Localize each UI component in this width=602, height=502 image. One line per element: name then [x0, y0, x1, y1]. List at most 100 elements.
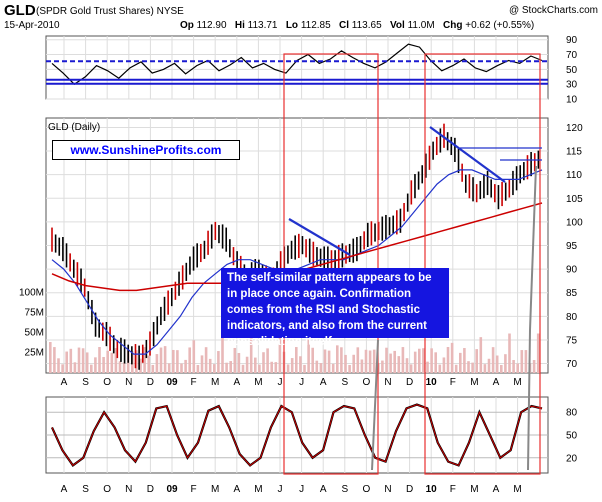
trendline-2009 — [288, 218, 351, 256]
volume-bar — [336, 345, 339, 373]
highlight-box-2 — [424, 53, 541, 475]
stochastic-month-label: N — [384, 484, 391, 495]
stochastic-month-label: 09 — [166, 484, 178, 495]
volume-tick-label: 100M — [19, 288, 44, 299]
volume-bar — [471, 362, 474, 373]
volume-bar — [102, 356, 105, 373]
volume-bar — [491, 347, 495, 373]
close-label: Cl — [339, 20, 350, 31]
stochastic-line — [51, 404, 543, 467]
volume-bar — [315, 360, 319, 373]
volume-bar — [237, 353, 241, 373]
volume-bar — [122, 362, 126, 373]
annotations — [46, 53, 548, 475]
volume-bar — [299, 356, 302, 373]
volume-bar — [213, 364, 216, 373]
chart-credit: @ StockCharts.com — [508, 5, 598, 16]
volume-bar — [532, 360, 536, 373]
price-tick-label: 115 — [566, 147, 582, 158]
volume-tick-label: 75M — [25, 308, 44, 319]
volume-bar — [483, 364, 487, 373]
price-month-label: O — [103, 377, 111, 388]
price-month-label: N — [125, 377, 132, 388]
price-tick-label: 70 — [566, 359, 578, 370]
stochastic-month-label: A — [320, 484, 327, 495]
volume-bar — [303, 364, 306, 373]
volume-bar — [364, 349, 368, 373]
volume-bar — [463, 348, 466, 373]
volume-tick-label: 25M — [25, 348, 44, 359]
volume-bar — [143, 347, 146, 373]
volume-bar — [225, 362, 228, 373]
volume-bar — [327, 350, 331, 373]
volume-bar — [434, 352, 437, 373]
volume-bar — [98, 347, 101, 373]
volume-bar — [81, 348, 85, 373]
volume-bar — [430, 348, 433, 373]
stochastic-month-label: F — [450, 484, 456, 495]
volume-bar — [290, 358, 294, 373]
price-tick-label: 75 — [566, 335, 578, 346]
price-month-label: 09 — [166, 377, 178, 388]
price-month-label: J — [278, 377, 283, 388]
volume-bar — [53, 347, 56, 373]
quote-line: Op 112.90 Hi 113.71 Lo 112.85 Cl 113.65 … — [180, 20, 534, 31]
stochastic-tick-label: 50 — [566, 431, 578, 442]
volume-bar — [167, 363, 171, 373]
rsi-tick-label: 70 — [566, 50, 578, 61]
stochastic-month-label: N — [125, 484, 132, 495]
volume-bar — [180, 363, 183, 373]
stochastic-month-label: A — [493, 484, 500, 495]
volume-bar — [504, 354, 507, 373]
volume-bar — [274, 362, 278, 373]
volume-bar — [508, 333, 511, 373]
stochastic-tick-label: 20 — [566, 453, 578, 464]
price-month-label: 10 — [426, 377, 438, 388]
volume-bar — [356, 347, 360, 373]
volume-bar — [262, 352, 265, 373]
volume-bar — [163, 346, 167, 373]
volume-bar — [442, 357, 446, 373]
stochastic-month-label: A — [61, 484, 68, 495]
stochastic-month-label: M — [513, 484, 521, 495]
price-tick-label: 95 — [566, 241, 578, 252]
volume-bar — [413, 351, 417, 373]
volume-bar — [438, 364, 442, 373]
volume-bar — [360, 359, 364, 373]
price-month-label: A — [493, 377, 500, 388]
volume-bar — [114, 348, 118, 373]
volume-bar — [278, 334, 282, 373]
volume-bar — [151, 364, 155, 373]
volume-bar — [323, 349, 327, 373]
volume-bar — [512, 360, 515, 373]
trendline-2010 — [429, 126, 506, 183]
stochastic-month-label: J — [299, 484, 304, 495]
volume-bar — [405, 358, 409, 373]
stochastic-month-label: D — [147, 484, 154, 495]
open-label: Op — [180, 20, 194, 31]
price-month-label: F — [450, 377, 456, 388]
website-url-box[interactable]: www.SunshineProfits.com — [52, 140, 240, 160]
stochastic-month-label: D — [406, 484, 413, 495]
volume-bar — [192, 340, 196, 373]
volume-bar — [307, 339, 310, 373]
price-month-label: M — [470, 377, 478, 388]
volume-bar — [348, 364, 351, 373]
tick-labels: A A S S O O N N D D 09 09 F F M M A A M M J J J J A A S S O O N N D D 10 10… — [19, 35, 583, 495]
volume-bar — [245, 356, 249, 373]
rsi-tick-label: 10 — [566, 95, 578, 106]
price-tick-label: 110 — [566, 170, 582, 181]
volume-bar — [475, 349, 478, 373]
volume-bar — [57, 358, 60, 373]
volume-bar — [520, 350, 524, 373]
open-value: 112.90 — [196, 20, 227, 31]
volume-bar — [249, 333, 253, 373]
volume-bar — [393, 350, 396, 373]
exchange-name: NYSE — [156, 6, 184, 17]
volume-bar — [258, 364, 261, 373]
volume-bar — [204, 347, 208, 373]
volume-label: Vol — [389, 20, 405, 31]
price-month-label: A — [320, 377, 327, 388]
price-tick-label: 120 — [566, 123, 583, 134]
